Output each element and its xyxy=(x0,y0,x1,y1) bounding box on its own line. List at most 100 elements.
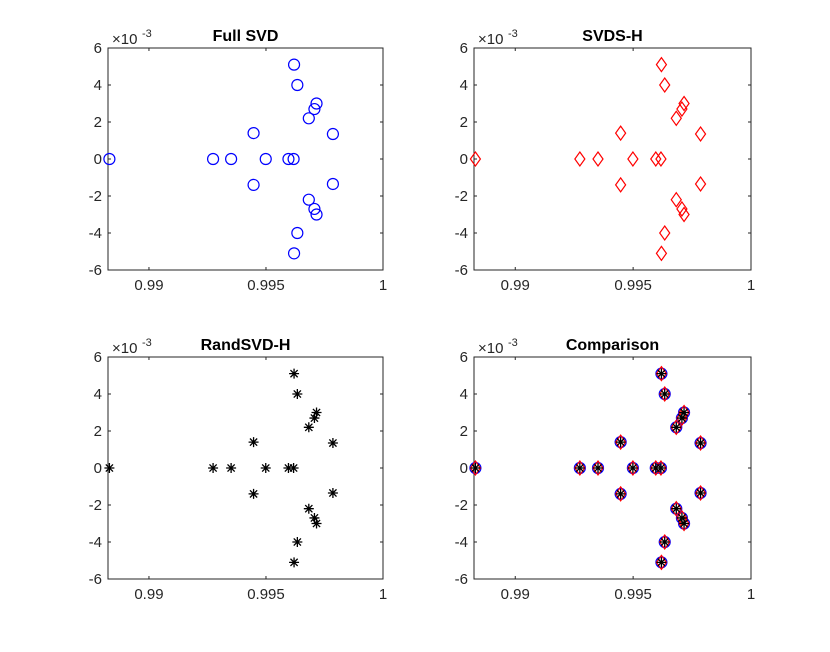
data-point-asterisk xyxy=(676,512,687,523)
data-point-asterisk xyxy=(289,557,300,568)
y-tick-label: 2 xyxy=(94,114,102,131)
data-point-asterisk xyxy=(248,437,259,448)
data-point-diamond xyxy=(658,76,671,94)
y-tick-label: 6 xyxy=(460,40,468,57)
data-point-diamond xyxy=(592,150,604,168)
data-point-diamond xyxy=(670,419,683,436)
x-tick-label: 1 xyxy=(379,586,387,603)
data-point-diamond xyxy=(658,385,671,403)
x-tick-label: 0.99 xyxy=(134,586,163,603)
data-point-diamond xyxy=(655,150,667,168)
data-point-asterisk xyxy=(615,488,626,499)
data-point-circle xyxy=(308,202,321,216)
data-point-asterisk xyxy=(470,463,481,473)
data-point-asterisk xyxy=(659,537,670,547)
data-point-diamond xyxy=(655,245,668,262)
y-tick-label: -2 xyxy=(89,188,102,205)
data-point-asterisk xyxy=(671,503,682,514)
y-tick-label: -4 xyxy=(89,534,102,551)
x-tick-label: 0.99 xyxy=(501,586,530,603)
x-tick-label: 1 xyxy=(747,586,755,603)
data-point-circle xyxy=(282,152,295,166)
data-point-asterisk xyxy=(655,463,666,473)
data-point-diamond xyxy=(694,125,707,143)
data-point-diamond xyxy=(670,500,683,517)
y-tick-label: -2 xyxy=(455,188,468,205)
data-point-asterisk xyxy=(615,437,626,448)
x-tick-label: 1 xyxy=(379,277,387,294)
y-tick-label: 6 xyxy=(460,349,468,366)
y-tick-label: 0 xyxy=(460,151,468,168)
y-tick-label: -4 xyxy=(455,534,468,551)
y-exponent-power: -3 xyxy=(142,337,152,349)
chart-title: RandSVD-H xyxy=(201,337,291,354)
data-point-asterisk xyxy=(656,368,667,379)
data-point-diamond xyxy=(676,410,688,427)
data-point-asterisk xyxy=(303,422,314,433)
y-tick-label: 0 xyxy=(460,460,468,477)
data-point-diamond xyxy=(614,434,627,451)
data-point-diamond xyxy=(574,150,586,168)
data-point-asterisk xyxy=(311,518,322,529)
data-point-circle xyxy=(302,112,315,125)
data-point-diamond xyxy=(678,206,690,223)
y-exponent-base: ×10 xyxy=(112,340,137,357)
data-point-diamond xyxy=(676,101,688,118)
data-point-asterisk xyxy=(311,407,322,418)
data-point-asterisk xyxy=(289,368,300,379)
x-tick-label: 0.995 xyxy=(614,586,652,603)
data-point-diamond xyxy=(670,110,683,127)
data-point-asterisk xyxy=(260,463,271,473)
data-point-diamond xyxy=(614,176,627,193)
axes-box xyxy=(107,47,384,271)
data-point-circle xyxy=(287,152,300,166)
axes-box xyxy=(107,356,384,580)
data-point-diamond xyxy=(592,459,604,477)
x-tick-label: 0.99 xyxy=(501,277,530,294)
y-tick-label: 6 xyxy=(94,40,102,57)
data-point-asterisk xyxy=(650,463,661,473)
y-tick-label: -6 xyxy=(89,571,102,588)
y-tick-label: 4 xyxy=(94,77,102,94)
data-point-diamond xyxy=(676,200,688,217)
axes-box xyxy=(473,47,752,271)
axes-box xyxy=(473,356,752,580)
y-tick-label: -6 xyxy=(455,262,468,279)
data-point-diamond xyxy=(670,191,683,208)
y-tick-label: -2 xyxy=(455,497,468,514)
data-point-asterisk xyxy=(226,463,237,473)
panel-comparison: 0.99 0.995 1 6 4 2 0 -2 -4 -6 ×10 -3 Comparison xyxy=(455,337,756,603)
data-point-diamond xyxy=(694,484,707,502)
chart-title: SVDS-H xyxy=(582,28,642,45)
data-point-circle xyxy=(287,58,301,71)
x-tick-label: 0.995 xyxy=(247,586,285,603)
data-point-diamond xyxy=(627,459,639,477)
panel-svds-h: 0.99 0.995 1 6 4 2 0 -2 -4 -6 ×10 -3 SVDS-H xyxy=(455,28,756,294)
data-point-circle xyxy=(247,127,260,140)
data-point-asterisk xyxy=(627,463,638,473)
data-point-asterisk xyxy=(656,557,667,568)
y-tick-label: -6 xyxy=(455,571,468,588)
x-tick-label: 0.995 xyxy=(247,277,285,294)
y-tick-label: -4 xyxy=(455,225,468,242)
data-point-asterisk xyxy=(292,389,303,399)
y-tick-label: 0 xyxy=(94,460,102,477)
data-point-asterisk xyxy=(671,422,682,433)
y-exponent-base: ×10 xyxy=(478,31,503,48)
y-exponent-power: -3 xyxy=(142,28,152,40)
y-tick-label: 2 xyxy=(460,114,468,131)
data-point-asterisk xyxy=(679,518,690,529)
data-point-diamond xyxy=(627,150,639,168)
data-point-asterisk xyxy=(309,512,320,523)
data-point-circle xyxy=(291,226,304,240)
y-exponent-power: -3 xyxy=(508,337,518,349)
data-point-diamond xyxy=(678,515,690,532)
y-exponent-base: ×10 xyxy=(112,31,137,48)
data-point-diamond xyxy=(694,175,707,193)
data-point-asterisk xyxy=(292,537,303,547)
data-point-circle xyxy=(103,152,116,166)
data-point-diamond xyxy=(655,56,668,73)
data-point-diamond xyxy=(655,554,668,571)
data-point-asterisk xyxy=(659,389,670,399)
